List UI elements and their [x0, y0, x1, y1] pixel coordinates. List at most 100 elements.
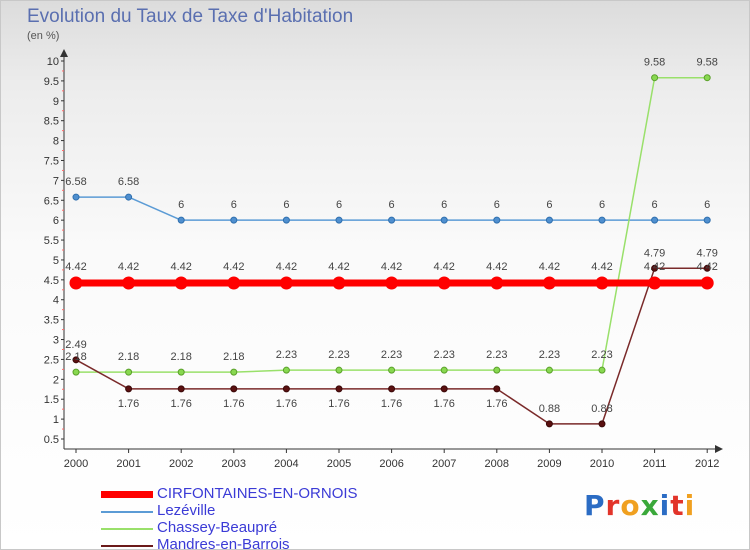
y-tick-label: 4.5	[44, 275, 59, 287]
data-point-chassey	[177, 368, 185, 376]
y-tick-label: 7	[53, 175, 59, 187]
data-point-chassey	[125, 368, 133, 376]
x-tick-label: 2011	[643, 458, 667, 470]
data-point-lezeville	[651, 216, 659, 224]
data-label-mandres: 4.79	[644, 247, 665, 259]
data-label-lezeville: 6	[283, 199, 289, 211]
x-tick-label: 2001	[116, 458, 140, 470]
data-point-cirfontaines	[437, 276, 451, 290]
y-tick-label: 3	[53, 335, 59, 347]
data-point-cirfontaines	[490, 276, 504, 290]
data-point-chassey	[72, 368, 80, 376]
data-label-chassey: 2.23	[486, 349, 507, 361]
data-point-lezeville	[493, 216, 501, 224]
data-label-chassey: 9.58	[696, 57, 717, 69]
data-label-mandres: 1.76	[486, 398, 507, 410]
y-tick-label: 6	[53, 215, 59, 227]
data-point-mandres	[493, 385, 501, 393]
y-tick-label: 2	[53, 374, 59, 386]
x-tick-label: 2000	[64, 458, 88, 470]
y-tick-label: 5.5	[44, 235, 59, 247]
data-label-mandres: 2.49	[65, 339, 86, 351]
data-label-mandres: 0.88	[539, 403, 560, 415]
data-label-cirfontaines: 4.42	[696, 261, 717, 273]
y-tick-label: 9	[53, 96, 59, 108]
data-label-lezeville: 6	[389, 199, 395, 211]
data-label-cirfontaines: 4.42	[223, 261, 244, 273]
data-label-chassey: 2.18	[118, 351, 139, 363]
data-point-lezeville	[703, 216, 711, 224]
data-point-lezeville	[125, 193, 133, 201]
y-tick-label: 4	[53, 295, 59, 307]
data-label-lezeville: 6	[336, 199, 342, 211]
data-label-chassey: 2.23	[276, 349, 297, 361]
data-point-mandres	[651, 264, 659, 272]
legend-swatch-lezeville	[101, 511, 153, 513]
data-point-cirfontaines	[122, 276, 136, 290]
x-tick-label: 2010	[590, 458, 614, 470]
data-label-mandres: 4.79	[696, 247, 717, 259]
data-label-lezeville: 6	[494, 199, 500, 211]
data-label-mandres: 1.76	[223, 398, 244, 410]
data-point-chassey	[598, 366, 606, 374]
data-label-cirfontaines: 4.42	[591, 261, 612, 273]
data-point-cirfontaines	[279, 276, 293, 290]
data-point-mandres	[72, 356, 80, 364]
data-label-chassey: 2.23	[328, 349, 349, 361]
data-label-lezeville: 6	[231, 199, 237, 211]
data-label-chassey: 9.58	[644, 57, 665, 69]
x-tick-label: 2012	[695, 458, 719, 470]
data-point-mandres	[388, 385, 396, 393]
data-point-mandres	[125, 385, 133, 393]
legend-item: Mandres-en-Barrois	[101, 536, 431, 550]
y-tick-label: 8	[53, 136, 59, 148]
data-point-mandres	[598, 420, 606, 428]
data-label-cirfontaines: 4.42	[170, 261, 191, 273]
data-point-cirfontaines	[385, 276, 399, 290]
data-point-chassey	[493, 366, 501, 374]
legend-label: Lezéville	[157, 502, 216, 519]
x-tick-label: 2004	[274, 458, 298, 470]
y-tick-label: 7.5	[44, 155, 59, 167]
y-tick-label: 9.5	[44, 76, 59, 88]
data-point-chassey	[230, 368, 238, 376]
data-label-cirfontaines: 4.42	[539, 261, 560, 273]
legend-label: Mandres-en-Barrois	[157, 536, 290, 550]
data-label-mandres: 0.88	[591, 403, 612, 415]
data-point-mandres	[282, 385, 290, 393]
y-tick-label: 8.5	[44, 116, 59, 128]
chart-title: Evolution du Taux de Taxe d'Habitation	[27, 6, 354, 27]
data-point-cirfontaines	[174, 276, 188, 290]
data-label-lezeville: 6	[599, 199, 605, 211]
data-point-cirfontaines	[700, 276, 714, 290]
data-point-lezeville	[230, 216, 238, 224]
data-point-chassey	[545, 366, 553, 374]
data-label-chassey: 2.23	[591, 349, 612, 361]
data-point-chassey	[651, 74, 659, 82]
data-point-lezeville	[335, 216, 343, 224]
data-label-chassey: 2.18	[223, 351, 244, 363]
x-tick-label: 2008	[485, 458, 509, 470]
data-label-chassey: 2.23	[539, 349, 560, 361]
data-point-mandres	[545, 420, 553, 428]
data-label-cirfontaines: 4.42	[486, 261, 507, 273]
x-tick-label: 2006	[379, 458, 403, 470]
data-point-lezeville	[598, 216, 606, 224]
data-label-mandres: 1.76	[381, 398, 402, 410]
data-label-mandres: 1.76	[433, 398, 454, 410]
data-label-mandres: 1.76	[328, 398, 349, 410]
legend-item: Lezéville	[101, 502, 431, 520]
data-point-cirfontaines	[227, 276, 241, 290]
data-label-lezeville: 6.58	[118, 176, 139, 188]
data-point-cirfontaines	[542, 276, 556, 290]
x-tick-label: 2009	[537, 458, 561, 470]
data-point-lezeville	[282, 216, 290, 224]
data-label-mandres: 1.76	[276, 398, 297, 410]
data-label-chassey: 2.23	[381, 349, 402, 361]
data-point-mandres	[440, 385, 448, 393]
data-label-cirfontaines: 4.42	[65, 261, 86, 273]
y-tick-label: 3.5	[44, 315, 59, 327]
data-point-chassey	[282, 366, 290, 374]
data-point-mandres	[177, 385, 185, 393]
